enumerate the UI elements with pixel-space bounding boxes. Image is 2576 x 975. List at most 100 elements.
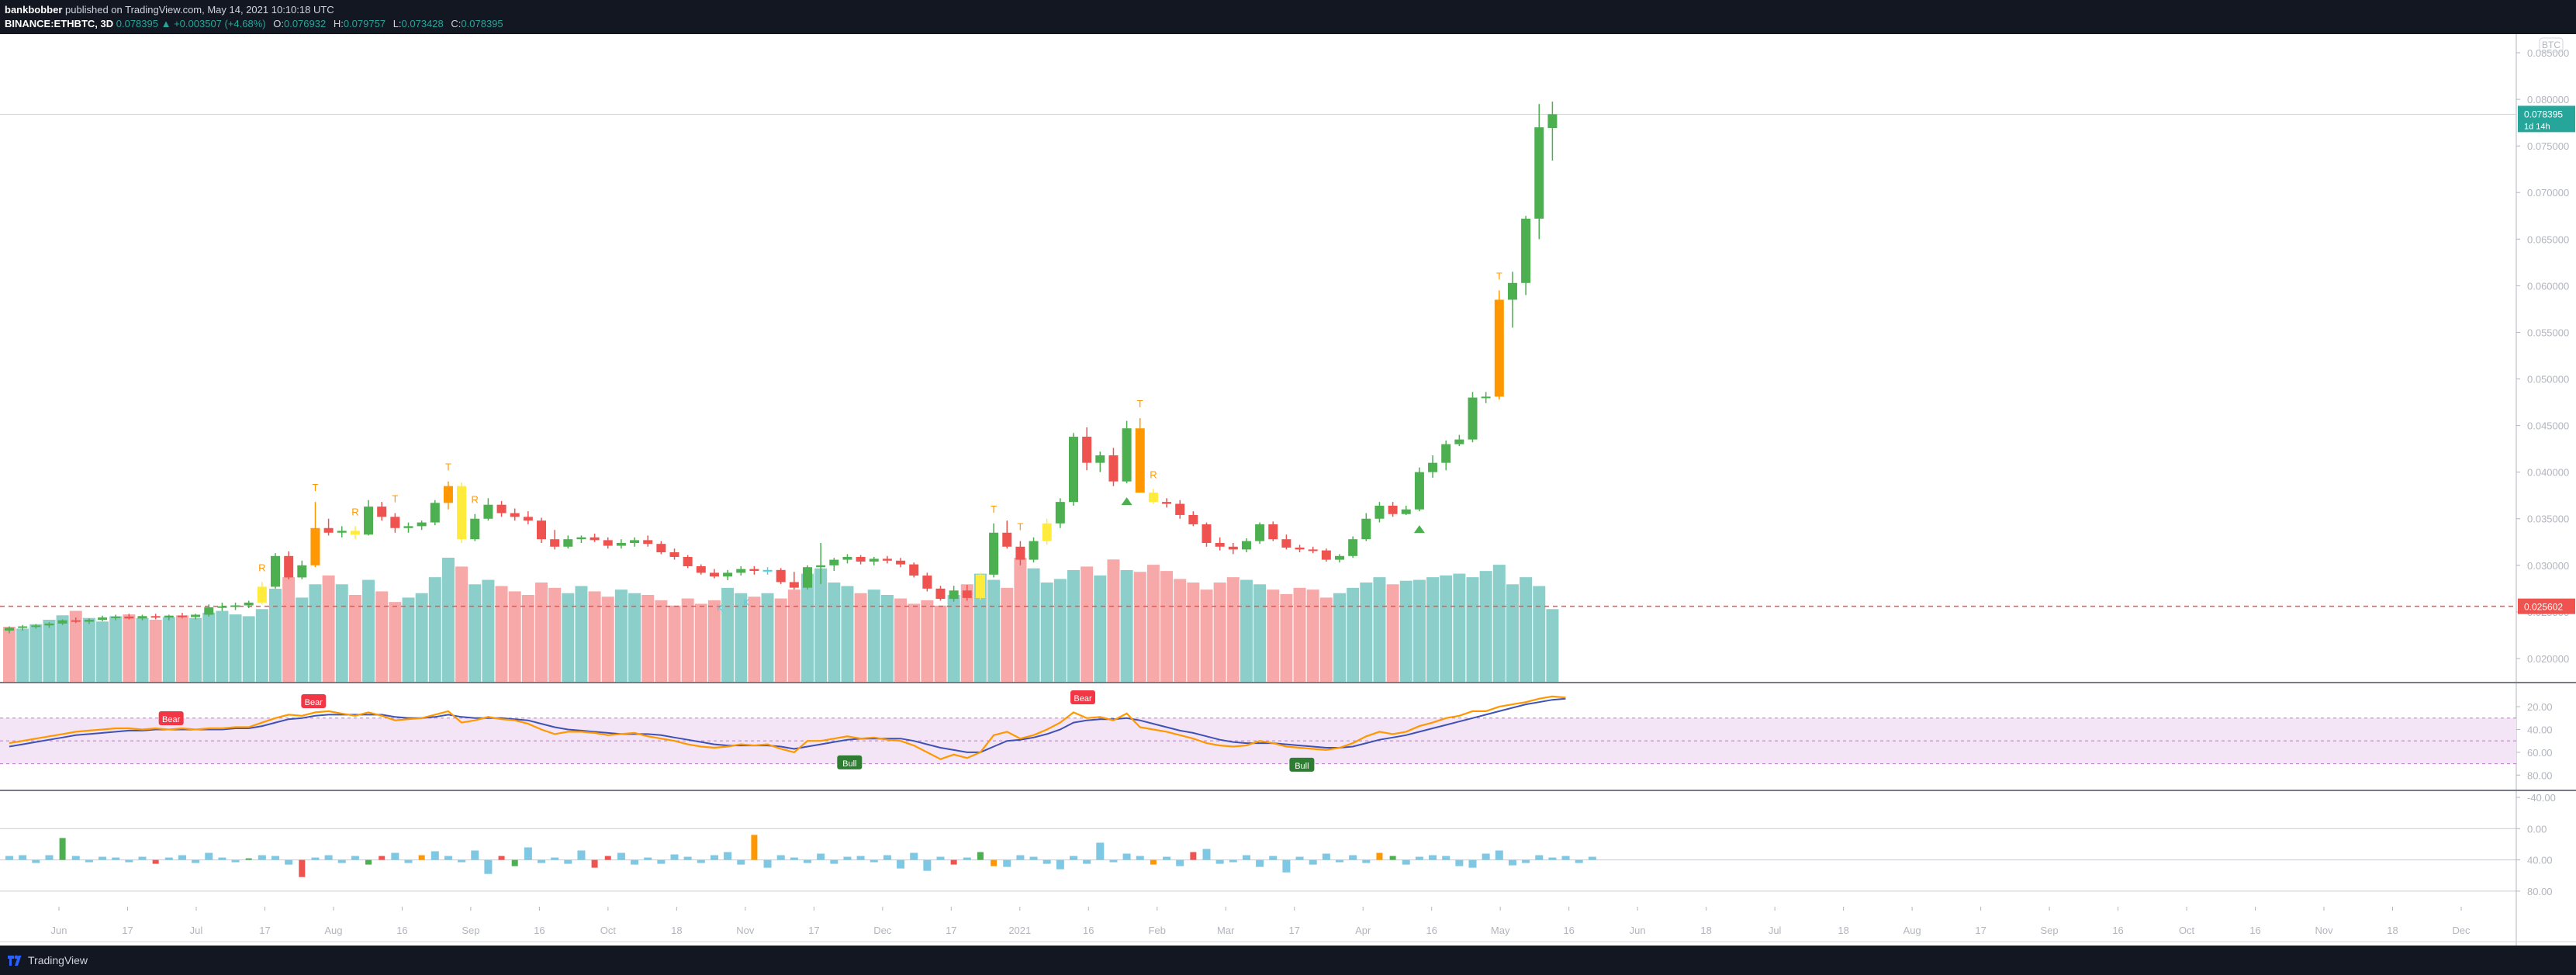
oscillator-bar <box>843 856 852 860</box>
oscillator-bar <box>45 855 54 860</box>
oscillator-bar <box>1215 859 1224 864</box>
oscillator-bar <box>923 859 932 871</box>
candle-body <box>1095 455 1105 463</box>
oscillator-bar <box>1056 859 1064 870</box>
oscillator-bar <box>285 859 293 865</box>
oscillator-bar <box>484 859 493 874</box>
tops-marker: T <box>1137 398 1143 410</box>
oscillator-bar <box>1309 859 1317 865</box>
candle-body <box>483 504 493 519</box>
volume-bar <box>1146 565 1160 682</box>
oscillator-bar <box>617 852 625 860</box>
candle-body <box>430 503 440 523</box>
volume-bar <box>1386 584 1399 682</box>
volume-bar <box>123 614 136 682</box>
candle-body <box>457 486 467 540</box>
oscillator-bar <box>311 857 320 860</box>
candle-body <box>284 555 294 578</box>
oscillator-bar <box>125 859 133 863</box>
candle-body <box>1534 127 1544 219</box>
chart-area[interactable]: 0.085000 0.080000 0.075000 0.070000 0.065000… <box>0 34 2576 946</box>
oscillator-bar <box>471 850 479 860</box>
volume-bar <box>707 600 721 682</box>
candle-body <box>244 602 254 606</box>
candle-body <box>949 590 959 600</box>
symbol-label[interactable]: BINANCE:ETHBTC, 3D <box>5 18 114 29</box>
candle-body <box>1361 518 1371 540</box>
time-tick-label: Jul <box>190 925 203 936</box>
chart-canvas[interactable]: 0.085000 0.080000 0.075000 0.070000 0.065000… <box>0 34 2576 946</box>
volume-bar <box>375 591 389 682</box>
oscillator-bar <box>977 852 984 860</box>
volume-bar <box>1426 577 1440 682</box>
oscillator-bar <box>1109 859 1118 863</box>
oscillator-bar <box>511 859 518 866</box>
bear-label-bg <box>158 711 184 725</box>
oscillator-bar <box>724 852 732 860</box>
oscillator-bar <box>591 859 598 868</box>
volume-bar <box>1399 580 1412 682</box>
candle-body <box>1308 549 1318 551</box>
oscillator-bar <box>1295 856 1304 860</box>
candle-body <box>1454 439 1464 444</box>
oscillator-bar <box>1136 856 1144 860</box>
oscillator-bar <box>444 856 452 860</box>
volume-bar <box>1027 568 1040 682</box>
candle-body <box>896 560 906 565</box>
oscillator-bar <box>963 857 971 860</box>
buy-arrow <box>1413 525 1425 534</box>
oscillator-bar <box>205 852 213 860</box>
volume-bar <box>774 598 787 682</box>
time-tick-label: 16 <box>534 925 545 936</box>
oscillator-bar <box>1588 856 1596 860</box>
oscillator-bar <box>1362 859 1371 863</box>
osc-tick-label: 80.00 <box>2527 886 2553 897</box>
candle-body <box>1268 524 1278 540</box>
candle-body <box>230 605 240 607</box>
candle-body <box>1295 547 1305 550</box>
volume-bar <box>521 595 534 682</box>
osc-tick-label: 0.00 <box>2527 823 2547 835</box>
candle-body <box>84 620 94 622</box>
tops-marker: T <box>991 503 997 515</box>
candle-body <box>1281 539 1291 548</box>
time-tick-label: 16 <box>396 925 407 936</box>
price-tick-label: 0.055000 <box>2527 327 2569 338</box>
oscillator-bar <box>1269 856 1278 860</box>
candle-body <box>523 517 533 521</box>
bear-label-bg <box>1070 690 1095 704</box>
volume-bar <box>1213 583 1226 682</box>
oscillator-bar <box>1003 859 1011 867</box>
oscillator-bar <box>1376 852 1383 860</box>
volume-bar <box>1293 587 1306 682</box>
volume-bar <box>335 584 348 682</box>
oscillator-bar <box>1163 856 1171 860</box>
volume-bar <box>814 568 828 682</box>
candle-body <box>736 569 746 573</box>
volume-bar <box>787 589 800 682</box>
candle-body <box>417 522 427 527</box>
candle-body <box>603 540 613 546</box>
candle-body <box>643 540 653 545</box>
oscillator-bar <box>697 859 705 863</box>
oscillator-bar <box>1190 852 1197 860</box>
volume-bar <box>1187 583 1200 682</box>
tradingview-logo[interactable]: TradingView <box>6 953 88 968</box>
tops-marker: T <box>445 462 451 473</box>
volume-bar <box>229 614 242 682</box>
candle-body <box>616 542 626 546</box>
time-tick-label: Mar <box>1217 925 1235 936</box>
oscillator-bar <box>950 859 957 865</box>
candle-body <box>1321 550 1331 560</box>
candle-body <box>1401 509 1411 514</box>
volume-bar <box>1492 565 1506 682</box>
author-name[interactable]: bankbobber <box>5 4 63 16</box>
oscillator-bar <box>59 838 66 860</box>
candle-body <box>1335 555 1344 560</box>
time-tick-label: 2021 <box>1008 925 1031 936</box>
candle-body <box>1069 437 1078 503</box>
candle-body <box>1428 462 1438 472</box>
tops-marker: T <box>1496 270 1502 282</box>
time-tick-label: Sep <box>2041 925 2059 936</box>
reversal-marker: R <box>472 494 479 506</box>
